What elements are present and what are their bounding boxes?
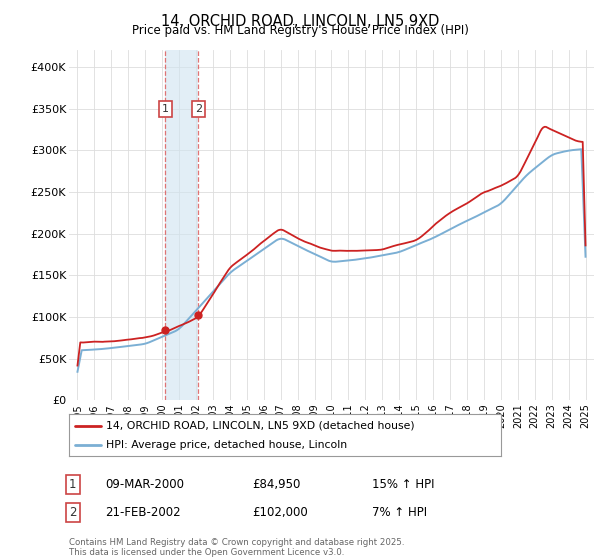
Text: 2: 2 [69,506,77,519]
Text: £102,000: £102,000 [252,506,308,519]
Text: £84,950: £84,950 [252,478,301,491]
Text: 1: 1 [69,478,77,491]
Text: 1: 1 [162,104,169,114]
Text: HPI: Average price, detached house, Lincoln: HPI: Average price, detached house, Linc… [106,440,347,450]
Text: 7% ↑ HPI: 7% ↑ HPI [372,506,427,519]
Text: 21-FEB-2002: 21-FEB-2002 [105,506,181,519]
Text: Contains HM Land Registry data © Crown copyright and database right 2025.
This d: Contains HM Land Registry data © Crown c… [69,538,404,557]
Text: 15% ↑ HPI: 15% ↑ HPI [372,478,434,491]
Text: Price paid vs. HM Land Registry's House Price Index (HPI): Price paid vs. HM Land Registry's House … [131,24,469,37]
Text: 14, ORCHID ROAD, LINCOLN, LN5 9XD: 14, ORCHID ROAD, LINCOLN, LN5 9XD [161,14,439,29]
Text: 2: 2 [194,104,202,114]
Text: 09-MAR-2000: 09-MAR-2000 [105,478,184,491]
Bar [166,50,198,400]
Text: 14, ORCHID ROAD, LINCOLN, LN5 9XD (detached house): 14, ORCHID ROAD, LINCOLN, LN5 9XD (detac… [106,421,415,431]
